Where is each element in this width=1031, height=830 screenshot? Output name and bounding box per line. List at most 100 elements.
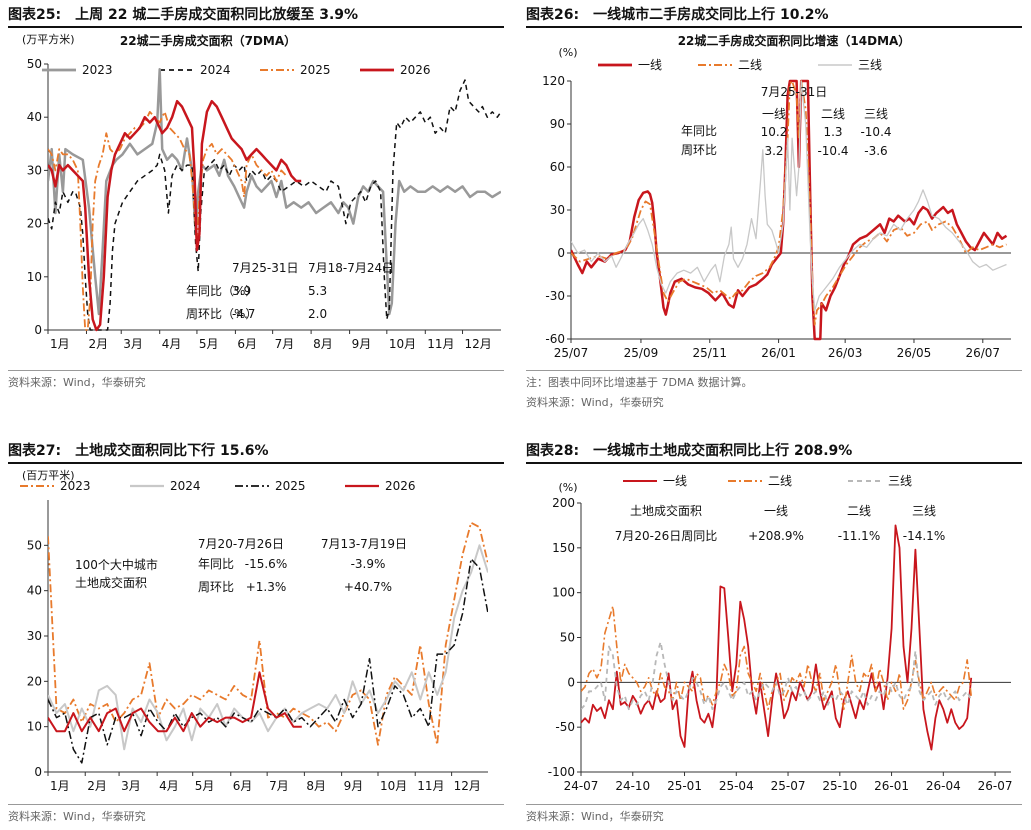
figure-caption: 一线城市二手房成交同比上行 10.2% bbox=[593, 7, 829, 23]
y-tick-label: 200 bbox=[552, 496, 575, 510]
y-tick-label: 30 bbox=[550, 203, 565, 217]
x-tick-label: 11月 bbox=[417, 779, 444, 793]
title-rule bbox=[526, 26, 1022, 28]
x-tick-label: 6月 bbox=[233, 779, 253, 793]
legend-label: 2023 bbox=[82, 63, 113, 77]
annotation-text: 土地成交面积 bbox=[75, 575, 147, 590]
unit-label: (万平方米) bbox=[22, 32, 75, 46]
chart-panel: 图表26: 一线城市二手房成交同比上行 10.2% (%) 22城二手房成交面积同比… bbox=[526, 4, 1022, 414]
y-tick-label: -50 bbox=[555, 720, 575, 734]
x-tick-label: 25-04 bbox=[719, 779, 754, 793]
x-tick-label: 2月 bbox=[88, 337, 108, 351]
x-tick-label: 6月 bbox=[237, 337, 257, 351]
x-tick-label: 26/03 bbox=[828, 346, 863, 360]
annotation-text: 3.9 bbox=[232, 284, 251, 298]
x-tick-label: 26-07 bbox=[978, 779, 1013, 793]
unit-label: (百万平米) bbox=[22, 469, 75, 482]
legend-label: 2026 bbox=[385, 479, 416, 493]
y-tick-label: 90 bbox=[550, 117, 565, 131]
annotation-text: +208.9% bbox=[748, 529, 804, 543]
x-tick-label: 24-10 bbox=[615, 779, 650, 793]
legend-label: 2026 bbox=[400, 63, 431, 77]
annotation-text: 1.3 bbox=[823, 125, 842, 139]
annotation-text: -10.4 bbox=[817, 144, 848, 158]
figure-caption: 土地成交面积同比下行 15.6% bbox=[75, 443, 269, 459]
annotation-text: -11.1% bbox=[838, 529, 880, 543]
source-note: 资料来源：Wind，华泰研究 bbox=[8, 810, 146, 823]
y-tick-label: 10 bbox=[27, 270, 42, 284]
annotation-text: 周环比 bbox=[198, 580, 234, 594]
legend-label: 二线 bbox=[768, 474, 792, 488]
x-tick-label: 25/11 bbox=[692, 346, 727, 360]
x-tick-label: 5月 bbox=[199, 337, 219, 351]
y-tick-label: 10 bbox=[27, 720, 42, 734]
y-tick-label: 0 bbox=[557, 246, 565, 260]
x-tick-label: 11月 bbox=[427, 337, 454, 351]
annotation-text: 三线 bbox=[864, 107, 888, 121]
y-tick-label: 100 bbox=[552, 586, 575, 600]
source-note: 资料来源：Wind，华泰研究 bbox=[526, 810, 664, 823]
x-tick-label: 9月 bbox=[344, 779, 364, 793]
x-tick-label: 26/07 bbox=[965, 346, 1000, 360]
figure-title: 图表27: 土地成交面积同比下行 15.6% bbox=[8, 440, 269, 462]
series-line bbox=[571, 80, 1007, 326]
legend-label: 三线 bbox=[858, 58, 882, 72]
series-line bbox=[48, 68, 501, 316]
annotation-text: -3.9% bbox=[351, 557, 386, 571]
x-tick-label: 26-01 bbox=[874, 779, 909, 793]
y-tick-label: 20 bbox=[27, 674, 42, 688]
figure-label: 图表27: bbox=[8, 443, 62, 459]
y-tick-label: 20 bbox=[27, 217, 42, 231]
chart-title: 22城二手房成交面积同比增速（14DMA） bbox=[678, 33, 911, 48]
y-tick-label: 0 bbox=[567, 675, 575, 689]
annotation-text: 7月20-7月26日 bbox=[198, 537, 284, 551]
x-tick-label: 7月 bbox=[269, 779, 289, 793]
chart-area: (%) 22城二手房成交面积同比增速（14DMA） -60 -30 0 30 60 90 120… bbox=[542, 33, 1011, 360]
bottom-rule bbox=[8, 804, 504, 805]
annotation-text: +1.3% bbox=[246, 580, 287, 594]
x-tick-label: 25-07 bbox=[771, 779, 806, 793]
series-line bbox=[48, 99, 302, 332]
annotation-text: -10.4 bbox=[860, 125, 891, 139]
annotation-text: 7月13-7月19日 bbox=[321, 537, 407, 551]
chart-area: (百万平米) 0 10 20 30 40 50 1月 2月 3月 4月 5月 6月 7月 8月 9月 10月 11… bbox=[20, 469, 488, 793]
annotation-text: 7月20-26日周同比 bbox=[615, 529, 718, 543]
y-tick-label: 40 bbox=[27, 584, 42, 598]
x-tick-label: 12月 bbox=[465, 337, 492, 351]
y-tick-label: 50 bbox=[27, 538, 42, 552]
title-rule bbox=[8, 462, 504, 464]
chart-panel: 图表25: 上周 22 城二手房成交面积同比放缓至 3.9% (万平方米) 22城二… bbox=[8, 4, 504, 394]
chart-area: (%) -100 -50 0 50 100 150 200 24-07 24-10 25-01 25-… bbox=[548, 474, 1013, 793]
x-tick-label: 7月 bbox=[275, 337, 295, 351]
annotation-text: 一线 bbox=[762, 107, 786, 121]
series-line bbox=[48, 111, 287, 331]
x-tick-label: 3月 bbox=[121, 779, 141, 793]
annotation-text: 7月25-31日 bbox=[232, 261, 299, 275]
annotation-text: +40.7% bbox=[344, 580, 392, 594]
annotation-text: 5.3 bbox=[308, 284, 327, 298]
series-line bbox=[571, 80, 1007, 311]
x-tick-label: 26/01 bbox=[761, 346, 796, 360]
legend-label: 一线 bbox=[638, 58, 662, 72]
x-tick-label: 25-10 bbox=[822, 779, 857, 793]
x-tick-label: 26-04 bbox=[926, 779, 961, 793]
series-line bbox=[48, 558, 488, 764]
annotation-text: 2.0 bbox=[308, 307, 327, 321]
x-tick-label: 5月 bbox=[195, 779, 215, 793]
y-tick-label: 120 bbox=[542, 74, 565, 88]
y-tick-label: 0 bbox=[34, 323, 42, 337]
annotation-text: 三线 bbox=[912, 504, 936, 518]
source-note: 资料来源：Wind，华泰研究 bbox=[526, 396, 664, 409]
annotation-text: -14.1% bbox=[903, 529, 945, 543]
x-tick-label: 8月 bbox=[306, 779, 326, 793]
figure-label: 图表25: bbox=[8, 7, 62, 23]
x-tick-label: 10月 bbox=[389, 337, 416, 351]
annotation-text: 周环比 bbox=[681, 143, 717, 157]
note-text: 注：图表中同环比增速基于 7DMA 数据计算。 bbox=[526, 376, 753, 389]
chart-panel: 图表27: 土地成交面积同比下行 15.6% (百万平米) 0 10 20 30 40 50 1… bbox=[8, 440, 504, 828]
annotation-text: 100个大中城市 bbox=[75, 557, 158, 572]
annotation-text: 土地成交面积 bbox=[630, 503, 702, 518]
legend-label: 2025 bbox=[275, 479, 306, 493]
figure-title: 图表26: 一线城市二手房成交同比上行 10.2% bbox=[526, 4, 829, 26]
series-line bbox=[48, 521, 488, 746]
